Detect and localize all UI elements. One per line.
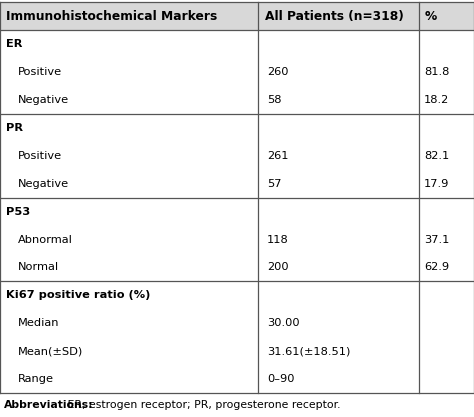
Bar [0,142,474,170]
Text: 0–90: 0–90 [267,374,294,384]
Text: 261: 261 [267,151,288,161]
Text: Abbreviations:: Abbreviations: [4,400,93,410]
Bar [0,86,474,114]
Text: P53: P53 [6,207,30,216]
Text: Ki67 positive ratio (%): Ki67 positive ratio (%) [6,290,150,300]
Text: All Patients (n=318): All Patients (n=318) [265,10,404,23]
Text: 30.00: 30.00 [267,318,300,328]
Bar [0,254,474,281]
Text: 18.2: 18.2 [424,95,449,105]
Text: 17.9: 17.9 [424,179,450,189]
Text: ER, estrogen receptor; PR, progesterone receptor.: ER, estrogen receptor; PR, progesterone … [64,400,341,410]
Text: 62.9: 62.9 [424,262,449,272]
Text: 31.61(±18.51): 31.61(±18.51) [267,346,350,356]
Bar [0,170,474,198]
Text: Median: Median [18,318,60,328]
Text: %: % [424,10,437,23]
Text: 58: 58 [267,95,282,105]
Text: ER: ER [6,39,22,49]
Bar [0,2,474,30]
Bar [0,114,474,142]
Text: 260: 260 [267,67,288,77]
Bar [0,30,474,58]
Bar [0,337,474,365]
Text: 57: 57 [267,179,282,189]
Text: 81.8: 81.8 [424,67,450,77]
Text: Range: Range [18,374,54,384]
Bar [0,198,474,226]
Text: Abnormal: Abnormal [18,234,73,244]
Bar [0,281,474,309]
Text: Positive: Positive [18,151,62,161]
Text: Normal: Normal [18,262,59,272]
Text: Negative: Negative [18,95,69,105]
Bar [0,58,474,86]
Text: Immunohistochemical Markers: Immunohistochemical Markers [6,10,217,23]
Text: 82.1: 82.1 [424,151,449,161]
Bar [0,226,474,254]
Bar [0,365,474,393]
Bar [0,309,474,337]
Text: Mean(±SD): Mean(±SD) [18,346,83,356]
Text: Negative: Negative [18,179,69,189]
Text: 118: 118 [267,234,289,244]
Text: 200: 200 [267,262,289,272]
Text: PR: PR [6,123,23,133]
Text: 37.1: 37.1 [424,234,450,244]
Text: Positive: Positive [18,67,62,77]
